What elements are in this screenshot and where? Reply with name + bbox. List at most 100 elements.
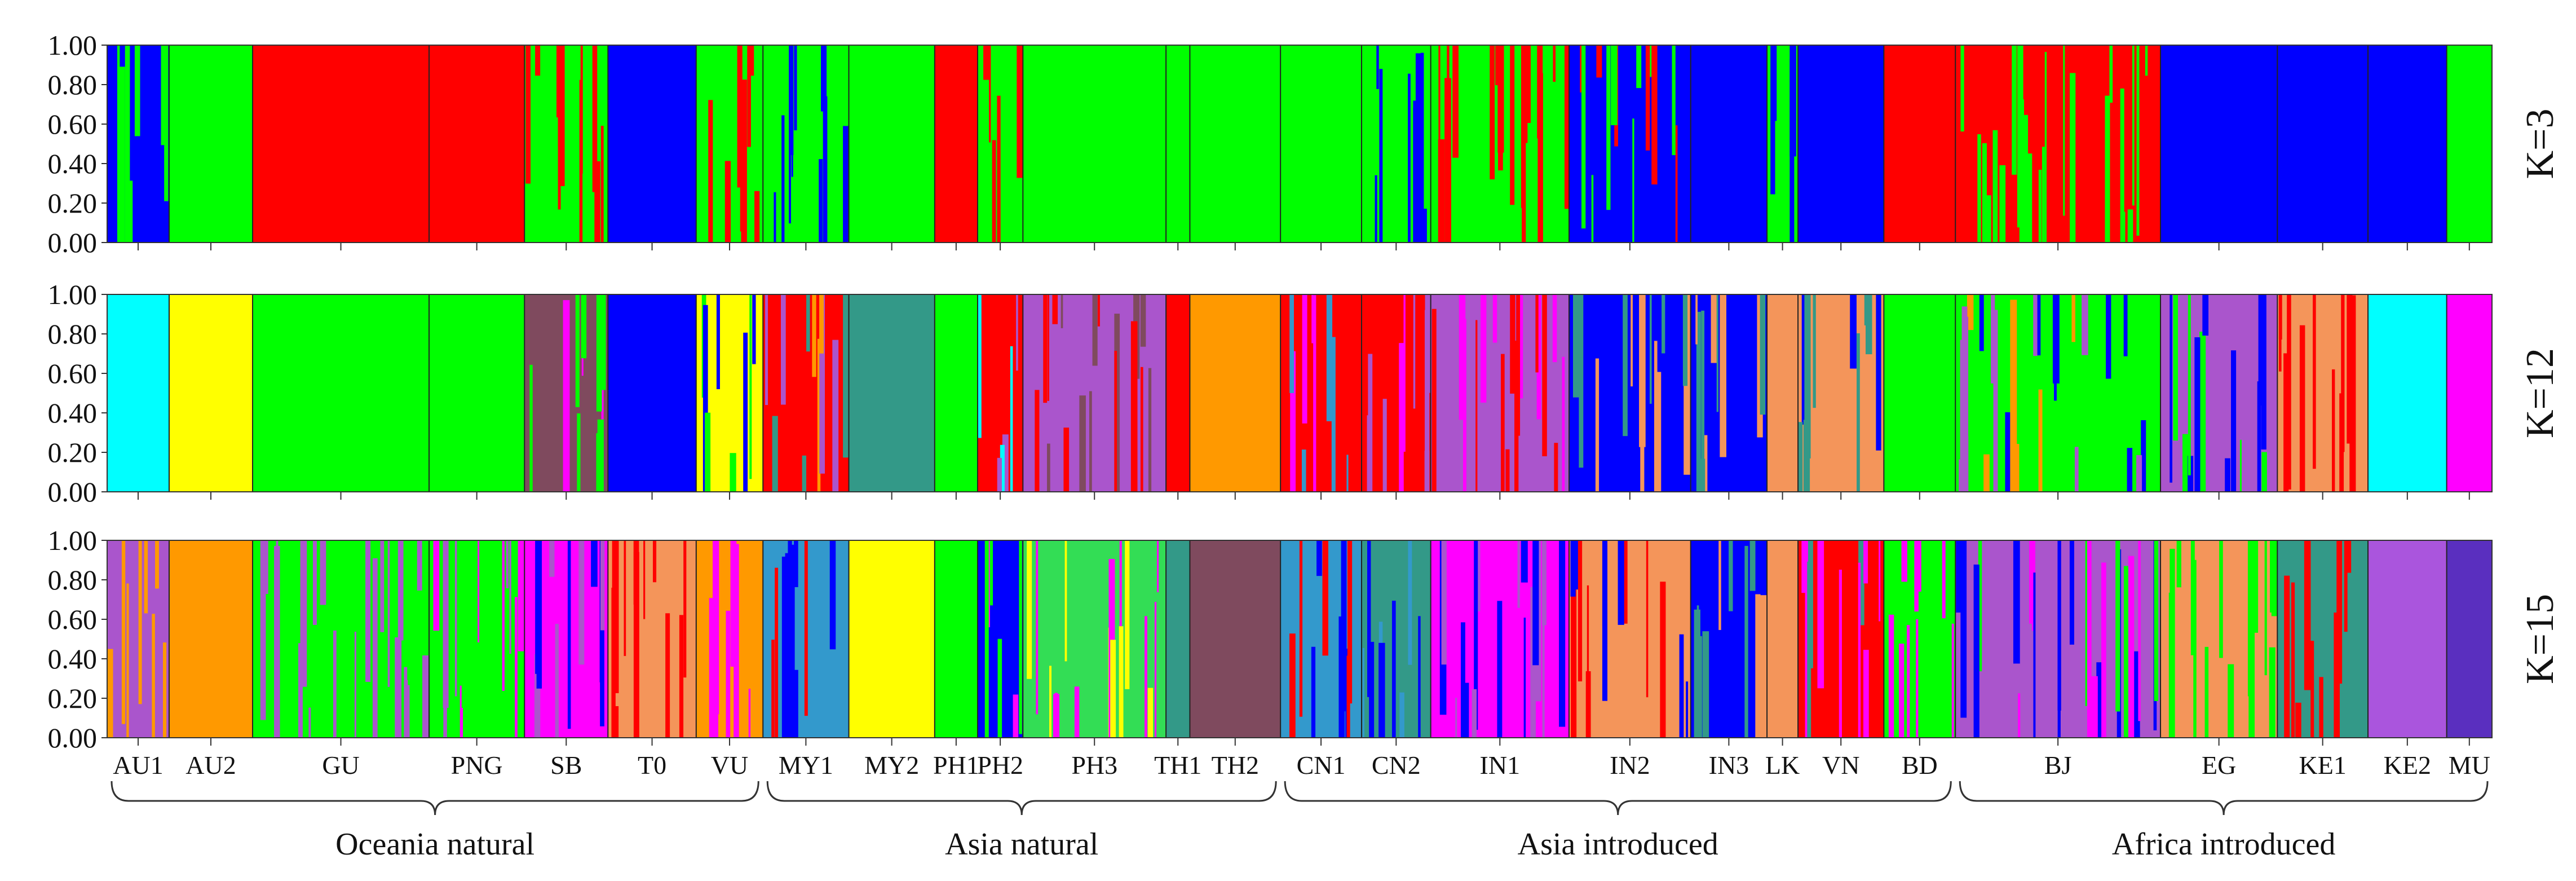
individual-bar [529, 364, 533, 492]
individual-bar [1631, 294, 1633, 387]
individual-bar [2271, 540, 2278, 616]
individual-bar [765, 294, 768, 406]
individual-bar [1302, 294, 1307, 424]
individual-bar [1420, 52, 1424, 243]
individual-bar [1585, 671, 1591, 738]
individual-bar [579, 80, 583, 243]
individual-bar [1322, 540, 1328, 656]
individual-bar [2299, 325, 2305, 492]
individual-bar [2248, 552, 2255, 738]
individual-bar [2101, 562, 2106, 738]
individual-bar [1110, 640, 1116, 738]
ancestry-block-t0 [608, 294, 696, 492]
individual-bar [567, 540, 571, 729]
panel-frame [107, 540, 2493, 738]
individual-bar [1537, 45, 1543, 139]
individual-bar [1455, 698, 1457, 738]
individual-bar [2035, 294, 2041, 356]
individual-bar [611, 587, 616, 738]
individual-bar [1480, 294, 1487, 403]
individual-bar [2261, 294, 2266, 450]
individual-bar [790, 544, 795, 738]
individual-bar [819, 159, 823, 243]
individual-bar [1744, 545, 1748, 738]
individual-bar [2012, 45, 2017, 175]
individual-bar [730, 540, 735, 664]
individual-bar [502, 540, 505, 691]
individual-bar [2270, 540, 2274, 613]
individual-bar [1517, 540, 1520, 608]
individual-bar [1376, 45, 1379, 89]
individual-bar [525, 45, 531, 184]
individual-bar [1978, 540, 1982, 672]
individual-bar [478, 540, 480, 642]
individual-bar [2033, 294, 2038, 356]
individual-bar [992, 140, 996, 243]
population-label-cn2: CN2 [1372, 751, 1421, 779]
population-label-sb: SB [550, 751, 582, 779]
y-tick-label: 1.00 [48, 279, 98, 310]
individual-bar [1651, 45, 1658, 185]
individual-bar [2310, 641, 2314, 738]
individual-bar [1043, 294, 1048, 403]
individual-bar [830, 540, 836, 577]
individual-bar [1532, 540, 1539, 666]
individual-bar [107, 649, 113, 738]
y-tick-label: 0.40 [48, 148, 98, 179]
individual-bar [1490, 45, 1495, 180]
individual-bar [1961, 306, 1968, 492]
individual-bar [1649, 294, 1652, 404]
individual-bar [1578, 540, 1583, 682]
ancestry-block-png [429, 45, 525, 243]
individual-bar [162, 642, 167, 738]
individual-bar [1914, 540, 1919, 612]
individual-bar [1703, 435, 1708, 492]
individual-bar [1542, 294, 1547, 456]
individual-bar [1857, 333, 1860, 492]
individual-bar [984, 540, 989, 738]
individual-bar [804, 540, 808, 716]
individual-bar [1013, 694, 1019, 738]
individual-bar [1813, 294, 1816, 408]
individual-bar [161, 45, 167, 146]
individual-bar [2069, 540, 2074, 645]
ancestry-block-au2 [169, 294, 253, 492]
individual-bar [1036, 540, 1039, 715]
ancestry-block-ke2 [2368, 294, 2447, 492]
individual-bar [1019, 540, 1022, 734]
individual-bar [819, 294, 825, 474]
individual-bar [1580, 45, 1583, 92]
individual-bar [1760, 294, 1766, 415]
individual-bar [2173, 294, 2179, 441]
population-label-my2: MY2 [864, 751, 919, 779]
individual-bar [1770, 45, 1777, 121]
individual-bar [1424, 451, 1430, 492]
y-tick-label: 1.00 [48, 29, 98, 61]
individual-bar [716, 294, 720, 389]
individual-bar [1559, 540, 1566, 727]
individual-bar [1369, 642, 1375, 738]
individual-bar [2332, 369, 2335, 492]
individual-bar [1942, 540, 1946, 619]
individual-bar [1313, 295, 1316, 492]
individual-bar [1049, 666, 1052, 738]
individual-bar [592, 45, 598, 192]
individual-bar [2291, 582, 2295, 738]
individual-bar [1518, 294, 1523, 399]
individual-bar [1452, 45, 1459, 158]
individual-bar [2138, 540, 2141, 721]
individual-bar [2194, 337, 2201, 492]
individual-bar [2344, 540, 2348, 632]
y-tick-label: 0.40 [48, 643, 98, 675]
individual-bar [843, 126, 849, 243]
individual-bar [1702, 631, 1709, 738]
panel-k15: 1.00 0.80 0.60 0.40 0.20 0.00 K=15 [48, 525, 2562, 754]
individual-bar [1052, 294, 1058, 324]
individual-bar [417, 540, 422, 591]
individual-bar [2042, 147, 2045, 243]
panel-k3: 1.00 0.80 0.60 0.40 0.20 0.00 K=3 [48, 29, 2562, 258]
population-label-gu: GU [322, 751, 359, 779]
k-value-label: K=15 [2518, 594, 2562, 684]
individual-bar [1311, 294, 1314, 343]
individual-bar [1027, 540, 1032, 679]
